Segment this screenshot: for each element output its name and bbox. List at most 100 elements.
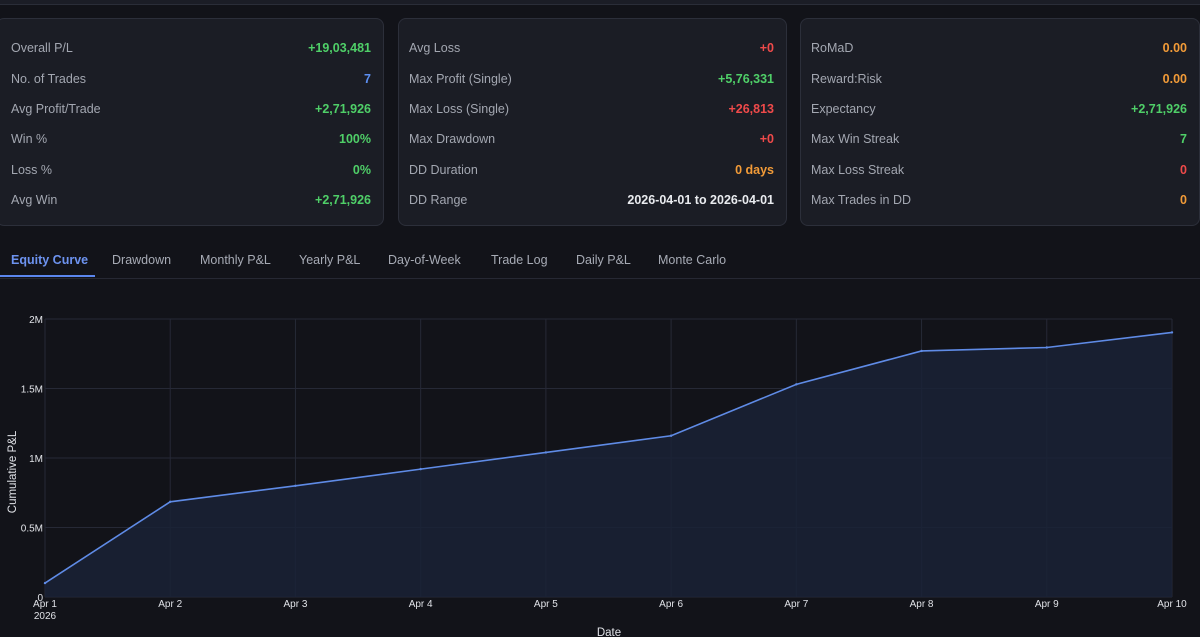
stat-label: DD Duration [409,162,478,177]
stat-value: 0% [352,162,371,177]
stat-value: +2,71,926 [1131,101,1187,116]
tab-equity-curve[interactable]: Equity Curve [11,253,89,267]
stat-value: 7 [364,71,371,86]
stat-row: Avg Win +2,71,926 [11,185,371,215]
stat-value: +2,71,926 [315,101,371,116]
stat-value: 0 days [735,162,774,177]
stat-label: Max Trades in DD [811,193,912,208]
x-year-label: 2026 [34,611,57,622]
tab-trade-log[interactable]: Trade Log [491,253,548,267]
equity-point [1170,331,1174,334]
x-tick-label: Apr 4 [409,599,433,610]
y-tick-label: 1.5M [21,385,43,396]
x-tick-label: Apr 10 [1157,599,1187,610]
stat-value: 0 [1180,193,1187,208]
y-axis-ticks: 0 0.5M 1M 1.5M 2M [21,315,44,604]
stats-card-performance: Overall P/L +19,03,481 No. of Trades 7 Avg P… [0,18,384,226]
stat-value: 0.00 [1162,71,1187,86]
x-tick-label: Apr 5 [534,599,558,610]
y-axis-label: Cumulative P&L [7,430,19,513]
x-axis-ticks: Apr 1 Apr 2 Apr 3 Apr 4 Apr 5 Apr 6 Apr 7 Apr 8… [33,599,1187,610]
x-tick-label: Apr 9 [1035,599,1059,610]
tab-daily-pl[interactable]: Daily P&L [576,253,631,267]
stat-label: Max Drawdown [409,132,496,147]
stat-label: RoMaD [811,41,854,56]
stat-label: Avg Loss [409,41,461,56]
y-tick-label: 0.5M [21,524,43,535]
stat-label: DD Range [409,193,468,208]
equity-point [669,434,673,437]
stat-label: Avg Profit/Trade [11,101,101,116]
equity-point [169,500,172,503]
equity-point [419,467,422,471]
tab-yearly-pl[interactable]: Yearly P&L [299,253,361,267]
tab-monte-carlo[interactable]: Monte Carlo [658,253,727,267]
stat-row: Reward:Risk 0.00 [811,63,1187,93]
stat-row: DD Duration 0 days [409,155,774,185]
stat-row: Avg Profit/Trade +2,71,926 [11,94,371,124]
stat-row: Max Drawdown +0 [409,124,774,154]
stat-value: +5,76,331 [718,71,774,86]
stat-label: Overall P/L [11,41,73,56]
equity-point [294,484,297,487]
stat-row: Max Loss (Single) +26,813 [409,94,774,124]
equity-point [544,451,548,454]
stat-value: 0.00 [1162,41,1187,56]
stat-label: Win % [11,132,48,147]
y-tick-label: 1M [29,454,43,465]
x-tick-label: Apr 3 [283,599,307,610]
equity-point [920,349,923,353]
y-tick-label: 0 [37,593,43,604]
x-tick-label: Apr 8 [910,599,934,610]
stat-label: Reward:Risk [811,71,882,86]
stat-value: 0 [1180,162,1187,177]
stat-row: Overall P/L +19,03,481 [11,33,371,63]
stat-row: No. of Trades 7 [11,63,371,93]
stat-value: +0 [759,41,774,56]
stat-label: Expectancy [811,101,876,116]
tab-monthly-pl[interactable]: Monthly P&L [200,253,271,267]
x-tick-label: Apr 1 [33,599,57,610]
stat-label: No. of Trades [11,71,87,86]
equity-line [44,331,1173,584]
stats-card-risk: Avg Loss +0 Max Profit (Single) +5,76,331 Ma… [398,18,787,226]
equity-point [43,581,47,585]
stat-value: +19,03,481 [308,41,371,56]
stat-label: Max Loss Streak [811,162,905,177]
stat-value: 100% [339,132,371,147]
equity-point [795,383,798,386]
x-tick-label: Apr 7 [784,599,808,610]
stat-label: Max Win Streak [811,132,900,147]
stat-value: +2,71,926 [315,193,371,208]
x-tick-label: Apr 6 [659,599,683,610]
equity-area-fill [45,332,1172,597]
stat-value: +26,813 [728,101,774,116]
stat-value: 2026-04-01 to 2026-04-01 [627,193,774,208]
active-tab-indicator [0,275,95,277]
stat-row: Max Win Streak 7 [811,124,1187,154]
equity-point [1045,346,1048,349]
top-header-strip [0,0,1200,5]
x-tick-label: Apr 2 [158,599,182,610]
stat-label: Max Loss (Single) [409,101,510,116]
stat-row: Max Profit (Single) +5,76,331 [409,63,774,93]
stat-label: Loss % [11,162,52,177]
tab-drawdown[interactable]: Drawdown [112,253,172,267]
y-tick-label: 2M [29,315,43,326]
stat-row: RoMaD 0.00 [811,33,1187,63]
stat-label: Max Profit (Single) [409,71,512,86]
stat-row: Avg Loss +0 [409,33,774,63]
stat-value: +0 [759,132,774,147]
equity-points [43,331,1174,585]
stat-row: Expectancy +2,71,926 [811,94,1187,124]
stat-row: Loss % 0% [11,155,371,185]
x-axis-label: Date [597,627,621,637]
chart-tabs: Equity Curve Drawdown Monthly P&L Yearly… [0,244,1200,279]
stat-row: Max Loss Streak 0 [811,155,1187,185]
stats-card-ratios: RoMaD 0.00 Reward:Risk 0.00 Expectancy +2,71,… [800,18,1200,226]
stat-row: Win % 100% [11,124,371,154]
stat-value: 7 [1180,132,1187,147]
stat-row: Max Trades in DD 0 [811,185,1187,215]
tab-day-of-week[interactable]: Day-of-Week [388,253,461,267]
